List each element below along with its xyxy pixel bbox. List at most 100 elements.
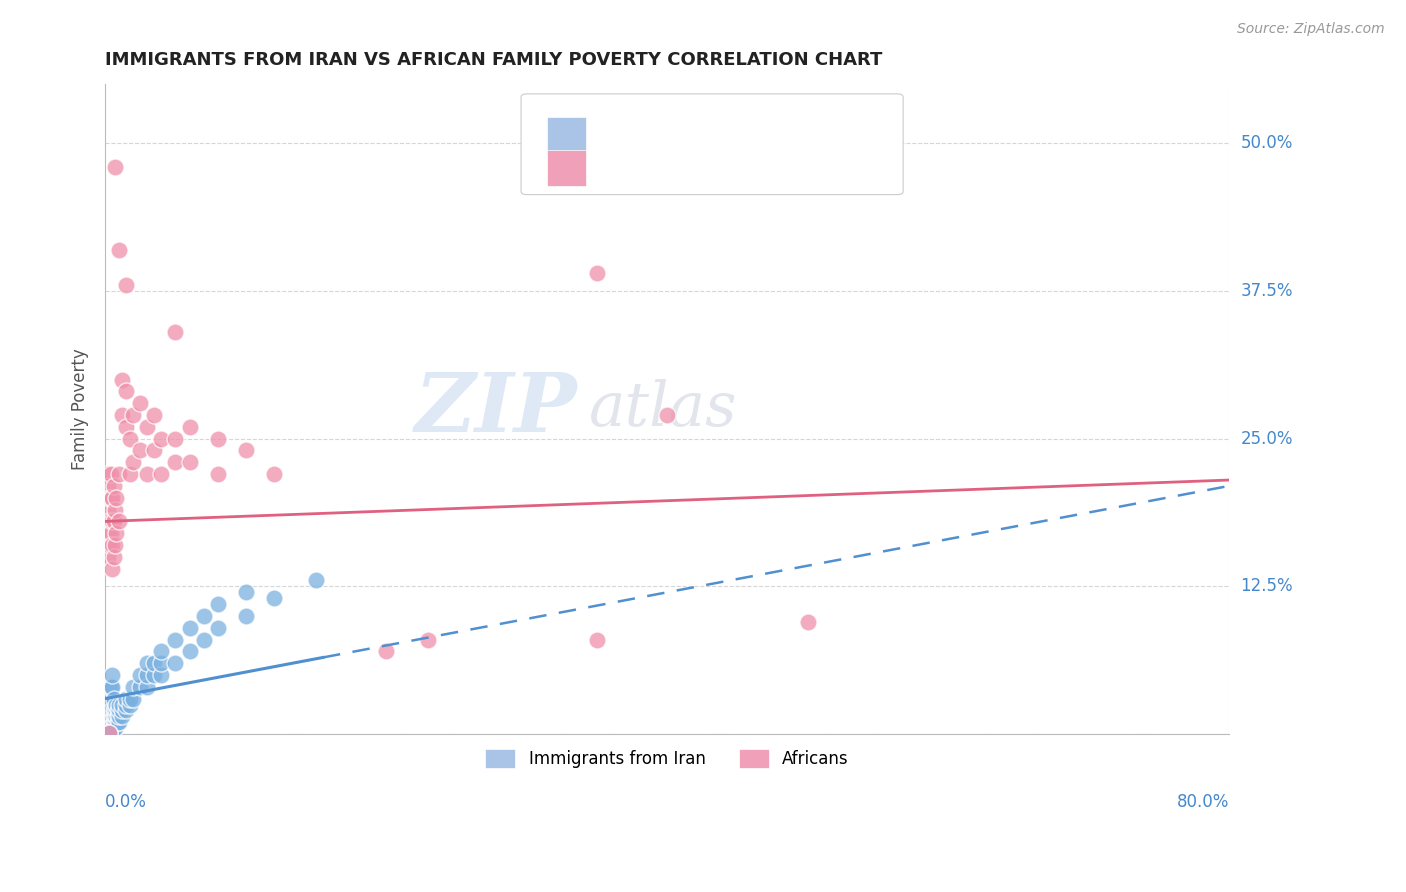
Point xyxy=(97,715,120,730)
Point xyxy=(136,467,159,482)
Point xyxy=(97,721,120,735)
Point xyxy=(100,491,122,505)
Text: R = 0.088: R = 0.088 xyxy=(603,159,702,177)
Point xyxy=(101,680,124,694)
Point xyxy=(122,680,145,694)
Point xyxy=(101,562,124,576)
Point xyxy=(101,704,124,718)
Point xyxy=(235,609,257,624)
Point xyxy=(103,709,125,723)
FancyBboxPatch shape xyxy=(547,150,586,186)
Point xyxy=(103,721,125,735)
Point xyxy=(97,709,120,723)
Point xyxy=(103,715,125,730)
Point xyxy=(129,668,152,682)
Point xyxy=(129,680,152,694)
Point xyxy=(104,721,127,735)
Point xyxy=(101,721,124,735)
Point xyxy=(165,455,187,469)
Point xyxy=(263,591,285,606)
Point xyxy=(105,491,128,505)
Point xyxy=(101,515,124,529)
Point xyxy=(97,691,120,706)
Point xyxy=(100,680,122,694)
Point xyxy=(207,621,229,635)
Point xyxy=(101,491,124,505)
Point xyxy=(150,432,173,446)
Point xyxy=(115,384,138,399)
Point xyxy=(98,515,121,529)
Point xyxy=(165,632,187,647)
Point xyxy=(101,538,124,552)
Point xyxy=(115,420,138,434)
Point xyxy=(150,657,173,671)
Point xyxy=(98,538,121,552)
Text: 25.0%: 25.0% xyxy=(1240,430,1292,448)
Point xyxy=(115,698,138,712)
Point xyxy=(108,704,131,718)
Point xyxy=(235,443,257,458)
Point xyxy=(105,526,128,541)
Point xyxy=(98,709,121,723)
Point xyxy=(96,691,118,706)
Point xyxy=(96,515,118,529)
Point xyxy=(115,691,138,706)
Point xyxy=(107,709,129,723)
Point xyxy=(122,408,145,422)
Point xyxy=(108,243,131,257)
Point xyxy=(111,704,134,718)
Point xyxy=(120,467,142,482)
Point xyxy=(97,479,120,493)
Point xyxy=(143,657,166,671)
Point xyxy=(96,491,118,505)
Point xyxy=(122,691,145,706)
Point xyxy=(104,160,127,174)
Point xyxy=(136,668,159,682)
Point xyxy=(107,715,129,730)
Point xyxy=(108,515,131,529)
Point xyxy=(165,432,187,446)
Point xyxy=(115,278,138,293)
Point xyxy=(263,467,285,482)
Point xyxy=(179,621,201,635)
Point xyxy=(100,709,122,723)
Point xyxy=(97,704,120,718)
Point xyxy=(150,668,173,682)
Point xyxy=(104,538,127,552)
Point xyxy=(136,680,159,694)
Point xyxy=(143,668,166,682)
Point xyxy=(111,698,134,712)
Point xyxy=(98,721,121,735)
Point xyxy=(105,704,128,718)
Point xyxy=(103,549,125,564)
Text: 80.0%: 80.0% xyxy=(1177,793,1229,811)
Text: N = 80: N = 80 xyxy=(733,126,800,144)
Point xyxy=(108,709,131,723)
Point xyxy=(165,326,187,340)
Point xyxy=(100,721,122,735)
Point xyxy=(96,467,118,482)
Text: 37.5%: 37.5% xyxy=(1240,282,1292,300)
Point xyxy=(103,691,125,706)
Point xyxy=(586,632,609,647)
Y-axis label: Family Poverty: Family Poverty xyxy=(72,348,89,470)
Point xyxy=(100,526,122,541)
Point xyxy=(104,709,127,723)
Point xyxy=(136,420,159,434)
Text: 0.0%: 0.0% xyxy=(105,793,148,811)
Point xyxy=(111,709,134,723)
Text: 50.0%: 50.0% xyxy=(1240,134,1292,153)
Point xyxy=(98,704,121,718)
Point xyxy=(207,597,229,611)
Point xyxy=(97,526,120,541)
Point xyxy=(235,585,257,599)
Point xyxy=(165,657,187,671)
Point xyxy=(120,698,142,712)
Point xyxy=(98,491,121,505)
Point xyxy=(97,549,120,564)
Point xyxy=(120,691,142,706)
Point xyxy=(98,726,121,740)
Point xyxy=(143,443,166,458)
Point xyxy=(107,704,129,718)
Point xyxy=(150,467,173,482)
